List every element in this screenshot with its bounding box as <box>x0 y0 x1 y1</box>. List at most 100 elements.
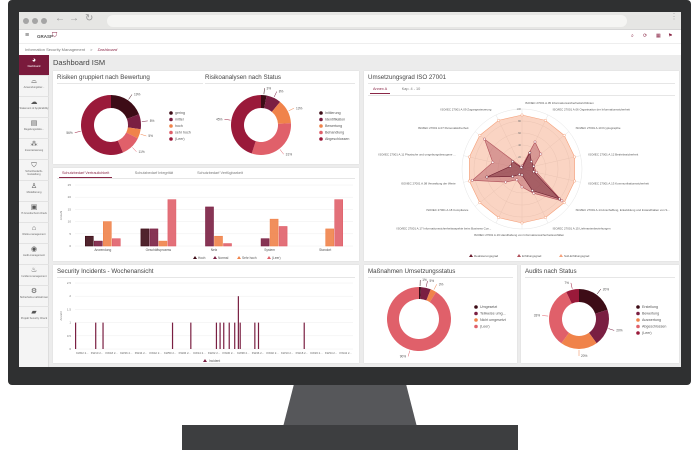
breadcrumb-item[interactable]: Information Security Management <box>25 47 86 52</box>
radar-axis <box>521 131 570 170</box>
back-icon[interactable]: ← <box>55 13 65 24</box>
bar <box>257 322 260 349</box>
sidebar-item-sicherheits-ma-nahmen[interactable]: ⚙ Sicherheits-maßnahmen <box>19 286 49 307</box>
legend-label: Erstellung <box>642 305 658 309</box>
browser-chrome: ← → ↻ ⋮ <box>19 12 681 30</box>
radar-axis <box>521 168 549 224</box>
donut-slice <box>549 291 572 344</box>
radar-point <box>467 155 471 159</box>
sidebar-item-statement-of-applicability[interactable]: ☁ Statement of Applicability <box>19 97 49 118</box>
bar <box>303 322 305 349</box>
bell-icon: ♨ <box>30 267 38 274</box>
window-close-dot[interactable] <box>23 18 29 24</box>
schutzbedarf-bar-chart: 0 5 10 15 20 25 Anzahl Anwendung Geschäftsprozes… <box>59 183 353 260</box>
legend-marker <box>267 256 271 259</box>
panel-title: Audits nach Status <box>525 268 675 278</box>
radar-point <box>528 151 532 155</box>
sidebar-item-anwendungsber-[interactable]: ⌓ Anwendungsber... <box>19 76 49 97</box>
breadcrumb-current: Dashboard <box>97 47 118 52</box>
flag-icon[interactable]: ⚑ <box>668 33 673 39</box>
legend-marker <box>319 130 323 135</box>
grid-icon[interactable]: ▦ <box>656 33 661 39</box>
search-icon[interactable]: ⌕ <box>631 33 634 39</box>
sidebar-item-risiko-management[interactable]: ⌂ Risiko-management <box>19 223 49 244</box>
radar-axis-label: ISO/IEC 27001 A.06 Organisation der Info… <box>553 108 630 112</box>
reload-icon[interactable]: ↻ <box>85 13 94 24</box>
bar <box>93 240 103 247</box>
sidebar-item-audit-management[interactable]: ◉ Audit-management <box>19 244 49 265</box>
logo[interactable]: GRASP <box>37 34 54 39</box>
sidebar-item-incident-management[interactable]: ♨ Incident-management <box>19 265 49 286</box>
donut-slice <box>231 95 261 154</box>
y-tick-label: 5 <box>69 232 71 236</box>
radar-point <box>497 216 501 220</box>
x-tick-label: Geschäftsprozess <box>146 248 172 252</box>
sidebar-item-schutzbedarfs-feststellung[interactable]: ⛉ Schutzbedarfs-feststellung <box>19 160 49 181</box>
legend-label: hoch <box>175 124 183 128</box>
sidebar-item-regelungsdoku-[interactable]: ▤ Regelungsdoku... <box>19 118 49 139</box>
legend-label: Auswertung <box>642 318 661 322</box>
hamburger-menu-icon[interactable]: ≡ <box>25 32 30 39</box>
legend-label: Hoch <box>198 256 206 260</box>
y-tick-label: 15 <box>68 207 72 211</box>
leader-line <box>140 133 147 137</box>
legend-label: Realisierungsgrad <box>474 254 499 258</box>
breadcrumb: Information Security Management > Dashbo… <box>19 43 681 55</box>
window-maximize-dot[interactable] <box>41 18 47 24</box>
radar-tick-label: 80 <box>518 119 521 123</box>
dashboard-icon: ◕ <box>31 57 37 64</box>
sidebar-item-modellierung[interactable]: ♙ Modellierung <box>19 181 49 202</box>
legend-marker <box>319 117 323 122</box>
radar-point <box>532 164 536 168</box>
y-tick-label: 25 <box>68 183 72 187</box>
window-minimize-dot[interactable] <box>32 18 38 24</box>
browser-menu-icon[interactable]: ⋮ <box>670 12 678 21</box>
sidebar-item-label: Schutzbedarfs-feststellung <box>25 170 43 176</box>
sidebar-item-projekt-security-check[interactable]: ▰ Projekt Security Check <box>19 307 49 328</box>
donut-slice <box>420 287 431 301</box>
y-tick-label: 0 <box>69 244 71 248</box>
tab-kap-4-10[interactable]: Kap. 4 - 10 <box>401 87 421 91</box>
x-tick-label: KW06 2... <box>179 351 192 355</box>
legend-marker <box>237 256 241 259</box>
massnahmen-panel: Maßnahmen Umsetzungsstatus 1% Umgesetzt 5%… <box>364 265 517 363</box>
sidebar-item-it-grundschutz-check[interactable]: ▣ IT-Grundschutz-Check <box>19 202 49 223</box>
legend-marker <box>474 324 478 329</box>
tab-schutzbedarf-vertraulichkeit[interactable]: Schutzbedarf Vertraulichkeit <box>59 169 113 178</box>
radar-axis-label: ISO/IEC 27001 A.17 Informationssicherhei… <box>397 226 492 230</box>
x-tick-label: KW34 2... <box>135 351 148 355</box>
sidebar-item-dashboard[interactable]: ◕ Dashboard <box>19 55 49 76</box>
leader-line <box>273 91 277 98</box>
legend-marker <box>559 254 563 257</box>
bar <box>278 226 288 247</box>
tab-annex-a[interactable]: Annex A <box>370 85 391 94</box>
tab-schutzbedarf-integrit-t[interactable]: Schutzbedarf Integrität <box>134 171 173 175</box>
legend-marker <box>474 318 478 322</box>
leader-line <box>433 284 437 290</box>
refresh-icon[interactable]: ⟳ <box>643 33 648 39</box>
bar <box>234 322 236 349</box>
x-tick-label: KW50 2... <box>164 351 177 355</box>
radar-axis-label: ISO/IEC 27001 A.16 Handhabung von Inform… <box>474 233 565 237</box>
radar-point <box>491 160 495 164</box>
legend-label: Initiierung <box>325 111 341 115</box>
legend-marker <box>169 117 173 122</box>
y-axis-label: Anzahl <box>59 311 63 321</box>
tab-schutzbedarf-verf-gbarkeit[interactable]: Schutzbedarf Verfügbarkeit <box>197 171 243 175</box>
bar <box>214 235 223 247</box>
bar <box>223 322 225 349</box>
address-bar[interactable] <box>107 15 627 27</box>
radar-point <box>539 152 543 156</box>
slice-label: 90% <box>400 355 407 359</box>
leader-line <box>128 94 133 100</box>
sidebar-item-inventarisierung[interactable]: ⁂ Inventarisierung <box>19 139 49 160</box>
radar-point <box>520 113 524 117</box>
forward-icon[interactable]: → <box>69 13 79 24</box>
legend-marker <box>517 254 521 257</box>
legend-label: Abgeschlossen <box>325 137 349 141</box>
radar-point <box>543 216 547 220</box>
legend-marker <box>319 137 323 141</box>
x-tick-label: KW10 2... <box>91 351 104 355</box>
radar-axis-label: ISO/IEC 27001 A.11 Physische und umgebun… <box>378 152 455 156</box>
slice-label: 45% <box>216 117 223 121</box>
